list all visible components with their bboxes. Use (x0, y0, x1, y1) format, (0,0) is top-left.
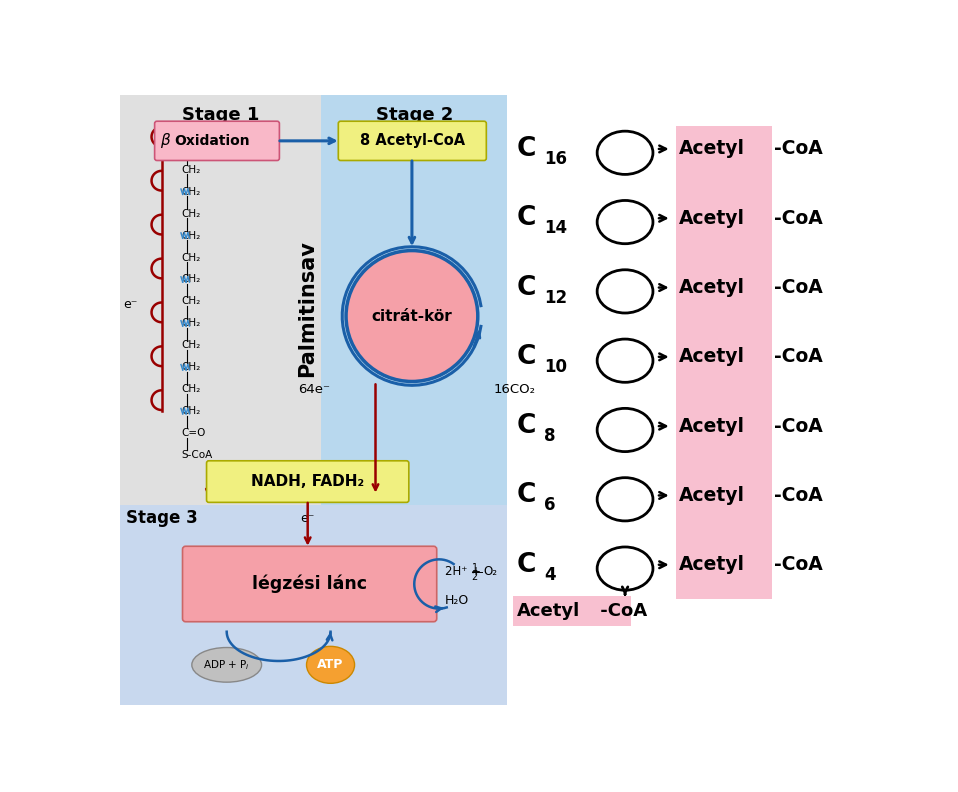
Ellipse shape (597, 409, 653, 451)
Ellipse shape (597, 547, 653, 590)
Text: légzési lánc: légzési lánc (252, 575, 367, 593)
Ellipse shape (597, 131, 653, 174)
Text: C: C (516, 136, 536, 162)
Text: -CoA: -CoA (774, 486, 823, 505)
FancyBboxPatch shape (338, 121, 487, 161)
Text: S-CoA: S-CoA (182, 450, 213, 460)
Ellipse shape (597, 200, 653, 244)
Text: Acetyl: Acetyl (679, 139, 745, 158)
Text: Oxidation: Oxidation (174, 134, 250, 148)
Text: CH₂: CH₂ (182, 406, 201, 416)
Text: C: C (516, 482, 536, 508)
Text: 4: 4 (544, 565, 556, 584)
Bar (321, 95, 507, 505)
Text: Acetyl: Acetyl (679, 209, 745, 228)
Text: 12: 12 (544, 288, 567, 307)
Text: NADH, FADH₂: NADH, FADH₂ (251, 474, 364, 489)
Text: CH₂: CH₂ (182, 187, 201, 196)
Text: 2: 2 (471, 572, 478, 582)
Ellipse shape (597, 478, 653, 521)
Text: -CoA: -CoA (774, 348, 823, 367)
Text: e⁻: e⁻ (301, 512, 315, 525)
Text: C=O: C=O (182, 428, 206, 438)
Text: O₂: O₂ (483, 565, 497, 578)
Text: CH₂: CH₂ (182, 165, 201, 175)
Text: CH₂: CH₂ (182, 384, 201, 394)
Bar (676, 126, 772, 599)
Text: CH₂: CH₂ (182, 253, 201, 262)
Text: 8 Acetyl-CoA: 8 Acetyl-CoA (360, 133, 465, 148)
Text: β: β (160, 133, 170, 148)
Ellipse shape (597, 270, 653, 313)
Text: Acetyl: Acetyl (679, 417, 745, 436)
Text: ADP + P$_i$: ADP + P$_i$ (203, 658, 250, 672)
Text: C: C (516, 275, 536, 300)
Text: Acetyl: Acetyl (679, 555, 745, 574)
Text: CH₃: CH₃ (182, 121, 201, 131)
Text: 2H⁺ +: 2H⁺ + (445, 565, 481, 578)
Text: 16CO₂: 16CO₂ (493, 383, 536, 396)
Text: Stage 2: Stage 2 (376, 106, 453, 124)
Text: Stage 3: Stage 3 (125, 508, 197, 527)
Text: 64e⁻: 64e⁻ (299, 383, 331, 396)
Text: -CoA: -CoA (774, 139, 823, 158)
Text: CH₂: CH₂ (182, 296, 201, 307)
Bar (120, 505, 507, 705)
FancyBboxPatch shape (183, 546, 437, 622)
Text: -CoA: -CoA (774, 555, 823, 574)
Bar (507, 95, 862, 705)
Text: CH₂: CH₂ (182, 318, 201, 329)
Text: Acetyl: Acetyl (679, 348, 745, 367)
Text: Stage 1: Stage 1 (182, 106, 260, 124)
Text: 16: 16 (544, 150, 567, 168)
Ellipse shape (597, 339, 653, 383)
Text: 6: 6 (544, 497, 556, 515)
Text: 8: 8 (544, 427, 556, 445)
Text: Palmitinsav: Palmitinsav (297, 240, 317, 377)
Ellipse shape (192, 648, 262, 682)
Text: C: C (516, 344, 536, 370)
Text: e⁻: e⁻ (123, 298, 137, 311)
Text: 1: 1 (471, 563, 478, 573)
Text: -CoA: -CoA (774, 209, 823, 228)
Text: Acetyl: Acetyl (516, 602, 580, 620)
Text: CH₂: CH₂ (182, 230, 201, 241)
Text: CH₂: CH₂ (182, 143, 201, 153)
Text: CH₂: CH₂ (182, 362, 201, 372)
Text: C: C (516, 413, 536, 439)
Text: 14: 14 (544, 219, 567, 238)
Text: CH₂: CH₂ (182, 208, 201, 219)
Text: -CoA: -CoA (594, 602, 648, 620)
Bar (513, 596, 631, 626)
Text: C: C (516, 205, 536, 231)
Text: 10: 10 (544, 358, 567, 376)
FancyBboxPatch shape (207, 461, 409, 502)
FancyBboxPatch shape (154, 121, 280, 161)
Text: CH₂: CH₂ (182, 275, 201, 284)
Text: -CoA: -CoA (774, 417, 823, 436)
Text: CH₂: CH₂ (182, 341, 201, 350)
Bar (120, 95, 321, 505)
Text: citrát-kör: citrát-kör (372, 309, 452, 323)
Ellipse shape (346, 250, 478, 382)
Text: C: C (516, 552, 536, 577)
Text: Acetyl: Acetyl (679, 486, 745, 505)
Text: H₂O: H₂O (445, 595, 469, 607)
Ellipse shape (307, 646, 354, 683)
Text: Acetyl: Acetyl (679, 278, 745, 297)
Text: -CoA: -CoA (774, 278, 823, 297)
Text: ATP: ATP (317, 658, 344, 672)
